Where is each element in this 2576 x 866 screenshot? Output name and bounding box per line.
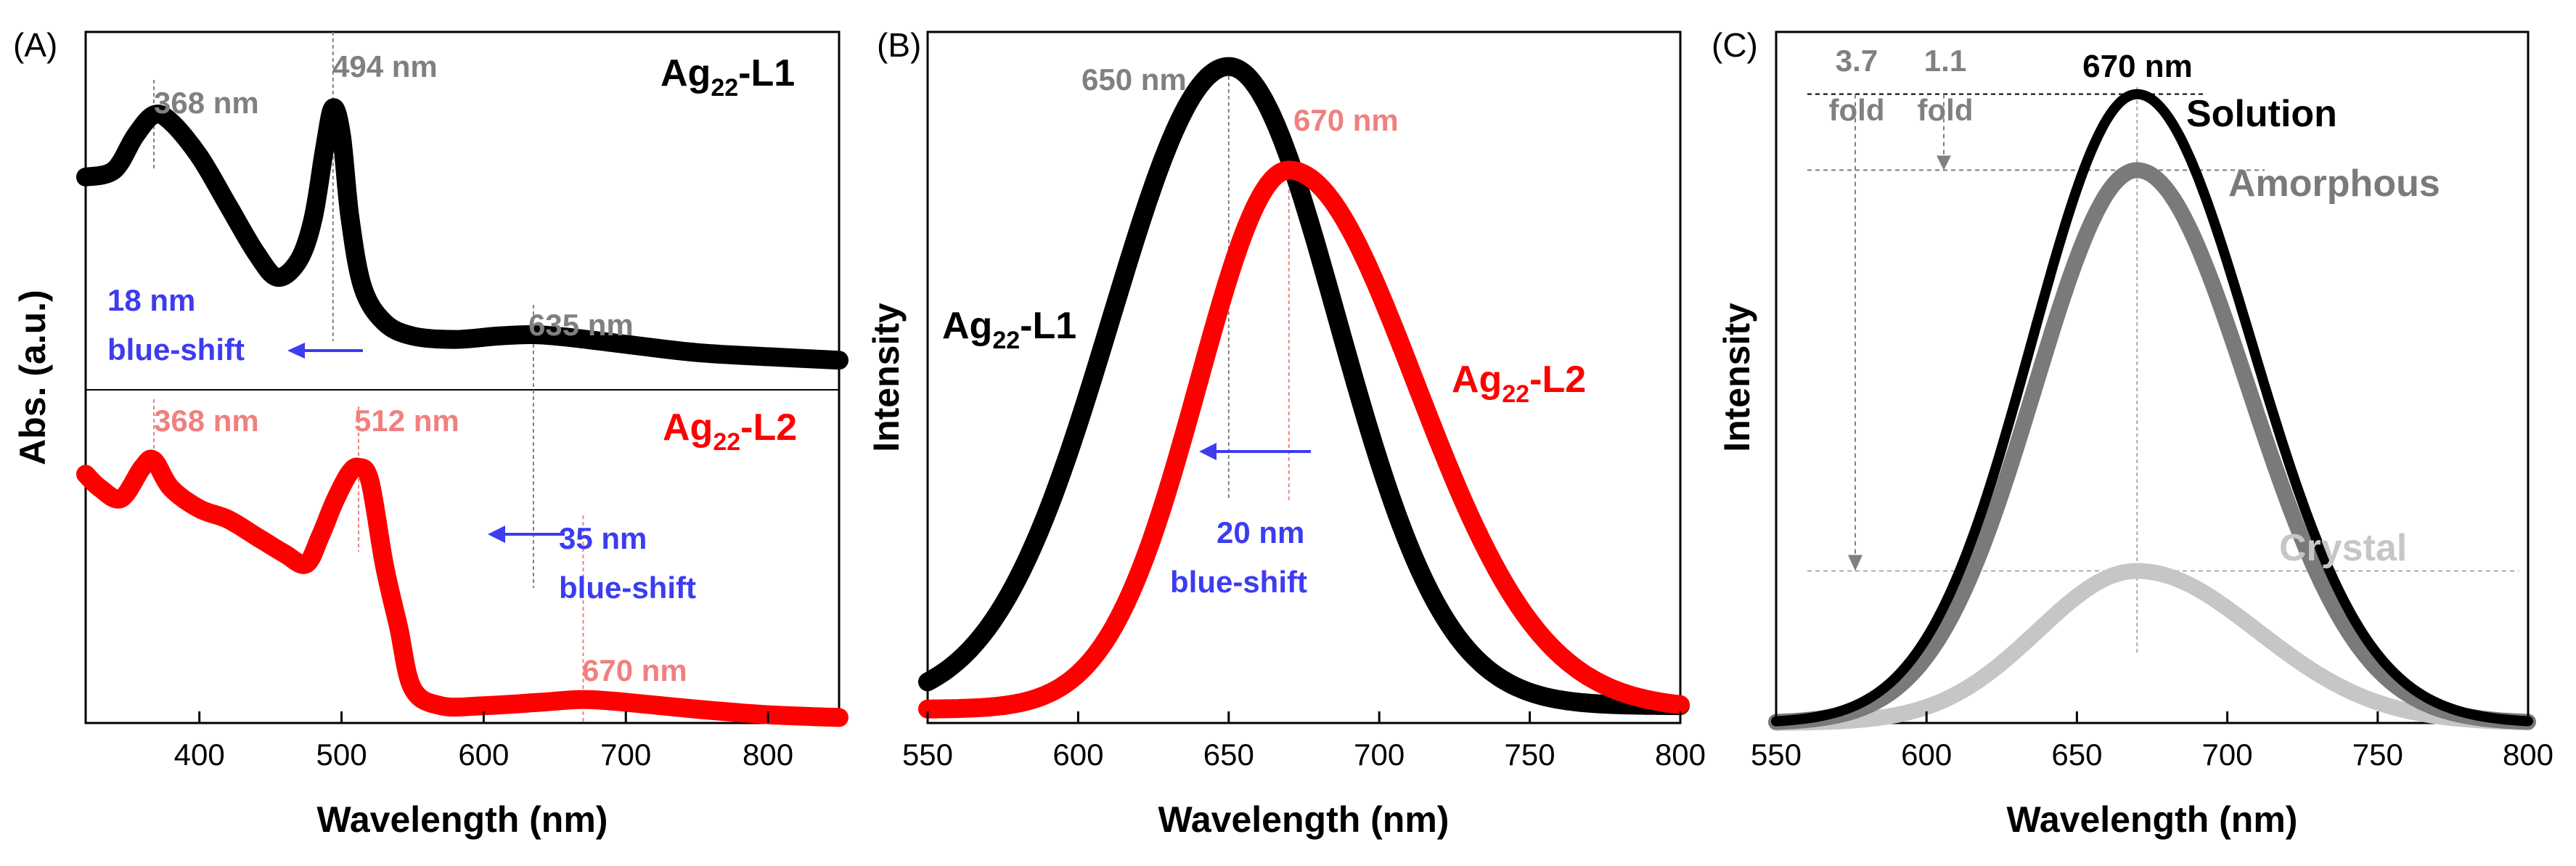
label-670nm-a: 670 nm xyxy=(582,653,687,687)
x-tick-label: 800 xyxy=(2503,738,2553,772)
label-35nm: 35 nm xyxy=(559,521,647,555)
arrow-3-7-fold-head xyxy=(1848,555,1863,571)
x-tick-label: 400 xyxy=(174,738,225,772)
panel-b: (B) 550 600 650 700 750 800 Intensity Wavelen… xyxy=(866,26,1706,840)
legend-l1-suffix: -L1 xyxy=(738,52,795,94)
label-670nm-c: 670 nm xyxy=(2082,49,2193,84)
panel-b-x-axis-label: Wavelength (nm) xyxy=(1158,799,1449,840)
x-tick-label: 700 xyxy=(1354,738,1404,772)
panel-c-frame xyxy=(1775,30,2530,724)
panel-a-curves xyxy=(76,98,849,727)
panel-c-x-axis-label: Wavelength (nm) xyxy=(2007,799,2298,840)
panel-a: (A) 400 500 600 700 800 Abs. (a.u.) Waveleng… xyxy=(12,26,849,840)
panel-a-label: (A) xyxy=(13,26,57,64)
x-tick-label: 500 xyxy=(316,738,367,772)
x-tick-label: 700 xyxy=(600,738,651,772)
series-amorphous-curve xyxy=(1768,162,2536,730)
panel-a-legend-l2: Ag22-L2 xyxy=(663,407,797,456)
x-tick-label: 650 xyxy=(2051,738,2102,772)
panel-b-label: (B) xyxy=(877,26,921,64)
x-tick-label: 550 xyxy=(1751,738,1802,772)
label-blue-shift-35: blue-shift xyxy=(559,571,696,605)
panel-a-x-axis-label: Wavelength (nm) xyxy=(317,799,608,840)
arrow-20nm-head xyxy=(1199,443,1217,460)
x-tick-label: 800 xyxy=(743,738,793,772)
panel-b-frame xyxy=(926,30,1682,724)
panel-b-legend-l1: Ag22-L1 xyxy=(942,305,1076,354)
label-fold-3-7-value: 3.7 xyxy=(1836,44,1878,78)
panel-c-y-axis-label: Intensity xyxy=(1717,303,1757,452)
x-tick-label: 650 xyxy=(1203,738,1254,772)
panel-c-x-ticks: 550 600 650 700 750 800 xyxy=(1751,711,2553,772)
panel-b-y-axis-label: Intensity xyxy=(866,303,907,452)
panel-c: (C) 550 600 650 700 750 800 Intensity Wavelen… xyxy=(1712,26,2553,840)
panel-c-curves xyxy=(1768,89,2536,731)
legend-b-l1-sub: 22 xyxy=(992,327,1020,354)
x-tick-label: 600 xyxy=(1901,738,1952,772)
legend-l2-main: Ag xyxy=(663,407,713,449)
legend-l2-sub: 22 xyxy=(713,428,740,456)
label-512nm: 512 nm xyxy=(354,404,459,438)
legend-solution: Solution xyxy=(2186,93,2337,135)
label-494nm: 494 nm xyxy=(332,49,438,83)
label-20nm: 20 nm xyxy=(1217,515,1304,550)
legend-l1-main: Ag xyxy=(661,52,711,94)
label-18nm: 18 nm xyxy=(107,283,195,317)
series-b-ag22-l1-curve xyxy=(918,57,1690,716)
legend-b-l2-sub: 22 xyxy=(1502,380,1529,408)
series-ag22-l1-curve xyxy=(76,98,849,370)
arrow-1-1-fold-head xyxy=(1937,155,1951,171)
panel-b-curves xyxy=(918,57,1690,719)
arrow-18nm-head xyxy=(287,343,305,359)
label-368nm-l1: 368 nm xyxy=(154,86,259,120)
panel-a-legend-l1: Ag22-L1 xyxy=(661,52,795,102)
legend-b-l1-suffix: -L1 xyxy=(1020,305,1076,347)
legend-amorphous: Amorphous xyxy=(2228,163,2440,205)
legend-crystal: Crystal xyxy=(2279,527,2407,569)
panel-a-guide-lines xyxy=(153,32,584,723)
x-tick-label: 750 xyxy=(1505,738,1555,772)
series-ag22-l2-curve xyxy=(76,449,849,727)
x-tick-label: 600 xyxy=(1052,738,1103,772)
label-blue-shift-18: blue-shift xyxy=(107,332,245,367)
x-tick-label: 800 xyxy=(1655,738,1706,772)
legend-l2-suffix: -L2 xyxy=(740,407,797,449)
label-670nm-b: 670 nm xyxy=(1293,103,1399,137)
label-fold-1-1-value: 1.1 xyxy=(1924,44,1966,78)
series-solution-curve xyxy=(1771,89,2533,727)
label-650nm: 650 nm xyxy=(1081,62,1187,97)
arrow-35nm-head xyxy=(488,526,505,543)
panel-a-y-axis-label: Abs. (a.u.) xyxy=(12,290,53,465)
x-tick-label: 550 xyxy=(902,738,953,772)
legend-b-l2-suffix: -L2 xyxy=(1529,359,1586,401)
label-368nm-l2: 368 nm xyxy=(154,404,259,438)
legend-l1-sub: 22 xyxy=(711,74,738,102)
legend-b-l2-main: Ag xyxy=(1452,359,1502,401)
panel-a-frame xyxy=(84,30,841,724)
series-b-ag22-l2-curve xyxy=(918,160,1690,719)
label-fold-3-7-text: fold xyxy=(1829,93,1885,127)
x-tick-label: 600 xyxy=(458,738,509,772)
panel-a-x-ticks: 400 500 600 700 800 xyxy=(174,711,793,772)
panel-b-x-ticks: 550 600 650 700 750 800 xyxy=(902,711,1706,772)
label-blue-shift-20: blue-shift xyxy=(1170,565,1307,599)
label-fold-1-1-text: fold xyxy=(1918,93,1974,127)
x-tick-label: 750 xyxy=(2352,738,2403,772)
series-crystal-curve xyxy=(1768,563,2536,731)
x-tick-label: 700 xyxy=(2202,738,2253,772)
panel-c-label: (C) xyxy=(1712,26,1758,64)
label-635nm: 635 nm xyxy=(528,308,634,342)
legend-b-l1-main: Ag xyxy=(942,305,992,347)
panel-b-legend-l2: Ag22-L2 xyxy=(1452,359,1586,408)
